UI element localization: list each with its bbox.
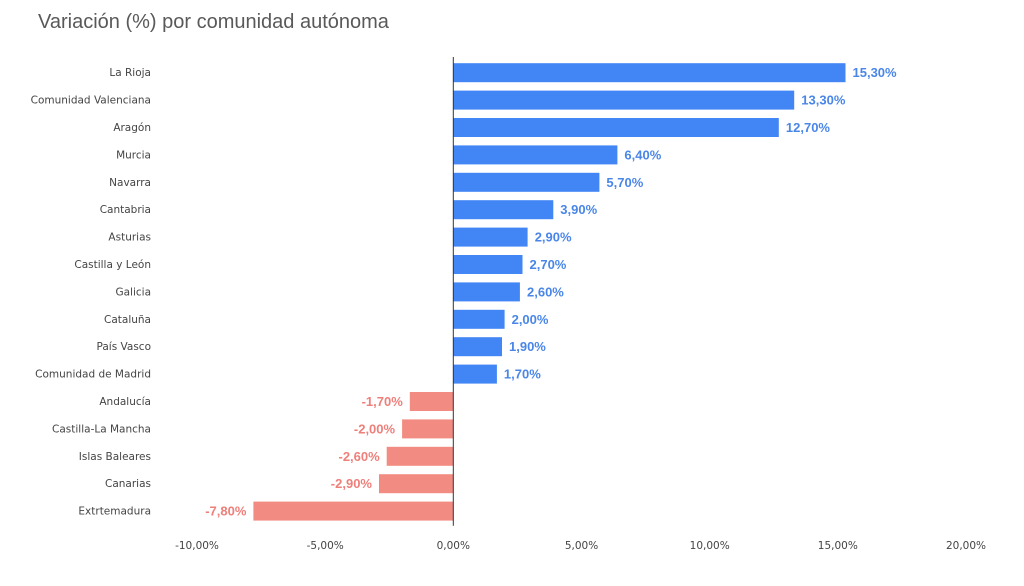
x-tick-label: -10,00% (175, 540, 219, 552)
data-label: 2,60% (527, 284, 564, 299)
bars-layer (253, 63, 846, 521)
category-label: Comunidad de Madrid (35, 369, 151, 381)
data-label: 5,70% (606, 175, 643, 190)
data-label: 6,40% (624, 147, 661, 162)
bar-2 (453, 118, 779, 137)
bar-7 (453, 255, 523, 274)
data-label: -2,90% (331, 476, 373, 491)
bar-11 (453, 364, 497, 384)
x-tick-label: 0,00% (437, 540, 470, 552)
data-label: 2,00% (512, 312, 549, 327)
category-label: País Vasco (97, 341, 152, 353)
category-label: Comunidad Valenciana (31, 95, 151, 107)
x-tick-label: 15,00% (818, 540, 858, 552)
data-label: -7,80% (205, 504, 247, 519)
category-label: Castilla-La Mancha (52, 423, 151, 435)
x-tick-label: 10,00% (690, 540, 730, 552)
data-label: 1,90% (509, 339, 546, 354)
category-label: Navarra (109, 177, 151, 189)
bar-9 (453, 309, 505, 329)
data-label: 12,70% (786, 120, 831, 135)
axis-layer: -10,00% -5,00% 0,00% 5,00% 10,00% 15,00% 20,00… (175, 57, 986, 552)
bar-3 (453, 145, 618, 165)
category-label: Aragón (113, 122, 151, 134)
bar-8 (453, 282, 520, 302)
data-labels: 15,30% 13,30% 12,70% 6,40% 5,70% 3,90% 2,90% 2,… (205, 65, 897, 518)
x-tick-label: 5,00% (565, 540, 598, 552)
category-label: La Rioja (109, 67, 151, 79)
bar-4 (453, 172, 600, 192)
bar-16 (253, 501, 454, 521)
category-label: Cataluña (104, 314, 151, 326)
data-label: 2,70% (530, 257, 567, 272)
bar-1 (453, 90, 795, 110)
x-tick-label: 20,00% (946, 540, 986, 552)
category-label: Islas Baleares (79, 451, 151, 463)
data-label: 1,70% (504, 367, 541, 382)
category-label: Extrtemadura (78, 506, 151, 518)
bar-14 (386, 446, 454, 466)
bar-0 (453, 63, 846, 83)
bar-12 (409, 392, 454, 411)
bar-15 (379, 474, 454, 494)
data-label: 15,30% (853, 65, 898, 80)
data-label: -2,00% (354, 421, 396, 436)
bar-6 (453, 227, 528, 247)
category-label: Asturias (108, 232, 151, 244)
category-label: Cantabria (100, 204, 151, 216)
category-label: Murcia (116, 149, 151, 161)
bar-10 (453, 337, 502, 357)
data-label: 3,90% (560, 202, 597, 217)
category-label: Canarias (105, 478, 151, 490)
category-labels: La Rioja Comunidad Valenciana Aragón Murcia… (31, 67, 151, 517)
bar-5 (453, 200, 554, 220)
x-tick-label: -5,00% (307, 540, 344, 552)
category-label: Castilla y León (74, 259, 151, 271)
data-label: -1,70% (362, 394, 404, 409)
category-label: Galicia (115, 286, 151, 298)
chart-title: Variación (%) por comunidad autónoma (38, 11, 389, 33)
data-label: -2,60% (338, 449, 380, 464)
data-label: 2,90% (535, 230, 572, 245)
category-label: Andalucía (99, 396, 151, 408)
bar-13 (402, 419, 454, 439)
data-label: 13,30% (801, 93, 846, 108)
